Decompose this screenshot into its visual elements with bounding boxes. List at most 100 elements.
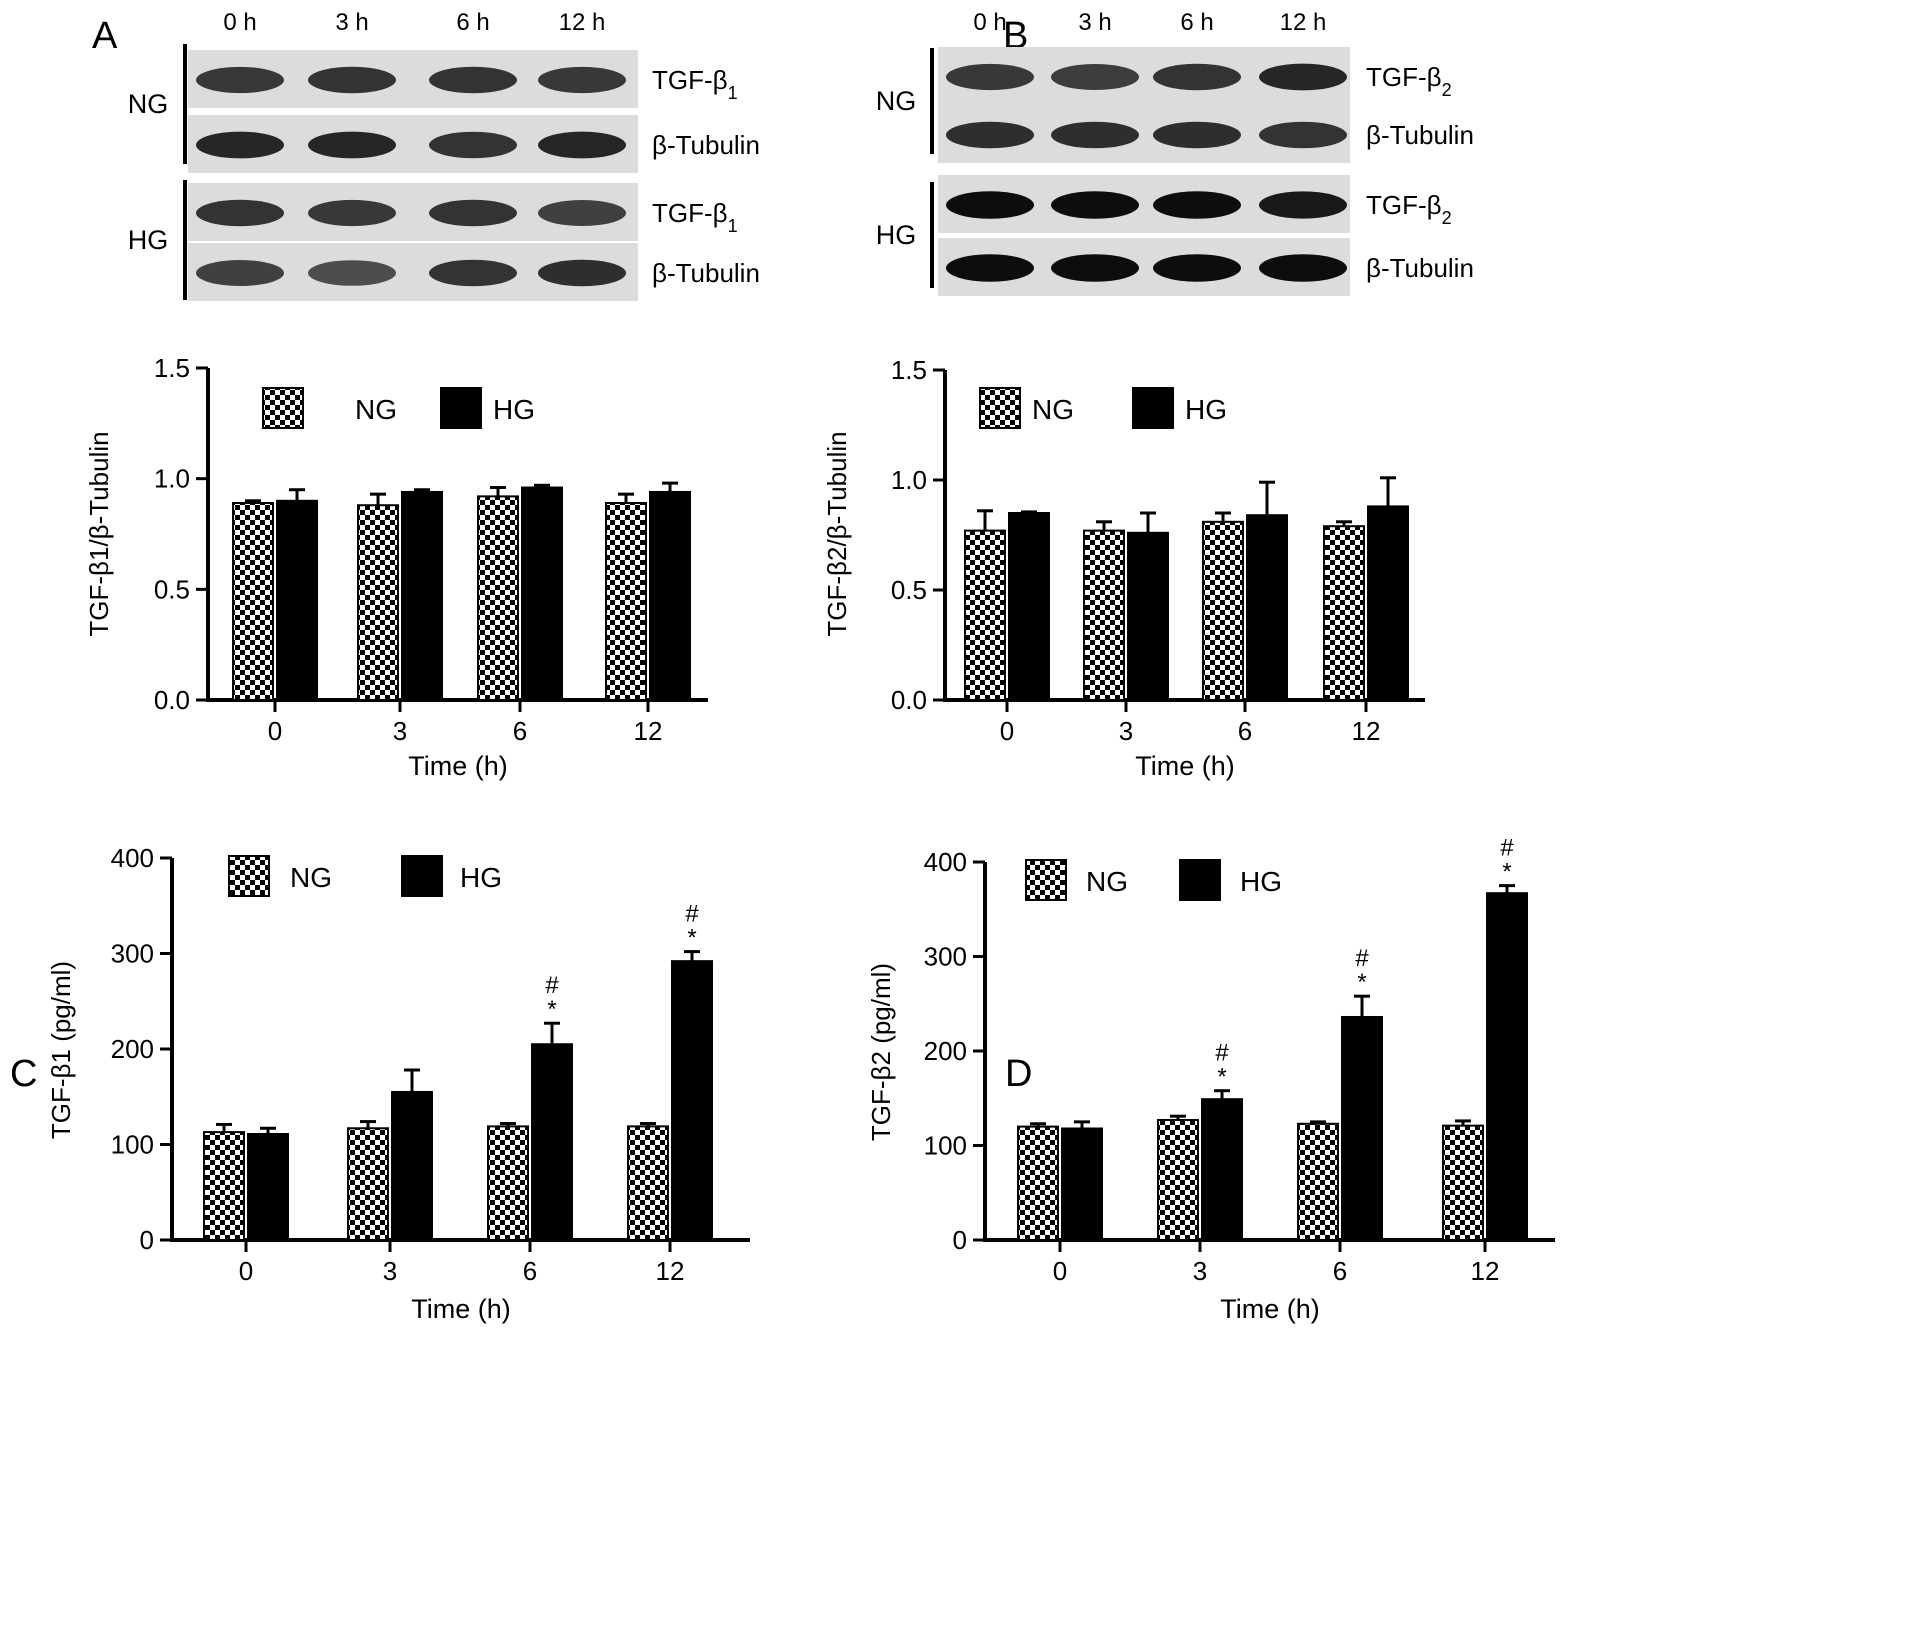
ng-bar — [1017, 1125, 1059, 1241]
blot-group-label: NG — [876, 86, 917, 116]
legend-label-ng: NG — [1086, 866, 1128, 897]
significance-star: * — [687, 925, 696, 952]
x-tick-label: 12 — [1471, 1256, 1500, 1286]
ng-bar — [964, 529, 1006, 701]
bar-chart-b: 0.0 0.5 1.0 1.5 0 3 6 12 Time (h) TGF-β2/β-Tubuli… — [822, 355, 1425, 781]
blot-row-label: β-Tubulin — [652, 258, 760, 288]
blot-time-label: 3 h — [1078, 9, 1111, 36]
blot-time-label: 3 h — [335, 9, 368, 36]
blot-band — [1051, 121, 1139, 149]
blot-band — [308, 131, 396, 159]
blot-protein-name: β-Tubulin — [1366, 120, 1474, 150]
x-tick-label: 3 — [393, 716, 407, 746]
blot-band — [429, 259, 517, 287]
legend-swatch-hg — [401, 855, 443, 897]
blot-protein-name: β-Tubulin — [652, 130, 760, 160]
x-tick-label: 12 — [634, 716, 663, 746]
x-axis-label: Time (h) — [1220, 1294, 1320, 1324]
x-axis-label: Time (h) — [1135, 751, 1235, 781]
blot-band — [1259, 254, 1347, 282]
blot-time-label: 0 h — [223, 9, 256, 36]
legend-swatch-ng — [228, 855, 270, 897]
blot-band — [538, 259, 626, 287]
hg-bar — [531, 1043, 573, 1241]
x-tick-label: 3 — [1193, 1256, 1207, 1286]
bar-chart-c: 0 100 200 300 400 0 3 6 12 Time (h) TGF-β1 (pg/ml)… — [46, 843, 750, 1324]
y-tick-label: 0.0 — [891, 685, 927, 715]
blot-protein-subscript: 2 — [1442, 208, 1452, 228]
blot-band — [196, 199, 284, 227]
legend-swatch-hg — [440, 387, 482, 429]
ng-bar — [1083, 529, 1125, 701]
blot-band — [538, 200, 626, 226]
ng-bar — [605, 502, 647, 701]
blot-group-label: HG — [876, 220, 917, 250]
blot-time-label: 12 h — [559, 9, 606, 36]
ng-bar — [1297, 1122, 1339, 1242]
x-tick-label: 0 — [239, 1256, 253, 1286]
hg-bar — [671, 960, 713, 1241]
hg-bar — [521, 486, 563, 701]
blot-band — [1153, 254, 1241, 282]
y-tick-label: 1.5 — [154, 353, 190, 383]
ng-bar — [1157, 1118, 1199, 1241]
blot-band — [308, 66, 396, 94]
significance-hash: # — [1500, 835, 1514, 862]
hg-bar — [1341, 1015, 1383, 1241]
blot-band — [1051, 191, 1139, 219]
hg-bar — [401, 490, 443, 701]
blot-band — [196, 66, 284, 94]
x-tick-label: 12 — [656, 1256, 685, 1286]
y-tick-label: 1.5 — [891, 355, 927, 385]
bar-chart-d: 0 100 200 300 400 0 3 6 12 Time (h) TGF-β2 (pg/ml)… — [866, 835, 1555, 1324]
bar-chart-a: 0.0 0.5 1.0 1.5 0 3 6 12 Time (h) TGF-β1/β-Tubuli… — [84, 353, 708, 781]
blot-protein-name: β-Tubulin — [652, 258, 760, 288]
ng-bar — [487, 1125, 529, 1241]
x-tick-label: 0 — [268, 716, 282, 746]
x-tick-label: 6 — [1238, 716, 1252, 746]
x-tick-label: 6 — [513, 716, 527, 746]
hg-bar — [1061, 1127, 1103, 1241]
legend-swatch-ng — [262, 387, 304, 429]
y-tick-label: 0.0 — [154, 685, 190, 715]
blot-band — [1153, 63, 1241, 91]
y-tick-label: 100 — [111, 1130, 154, 1160]
blot-time-label: 12 h — [1280, 9, 1327, 36]
blot-group-label: NG — [128, 89, 169, 119]
y-tick-label: 200 — [924, 1036, 967, 1066]
significance-star: * — [1217, 1064, 1226, 1091]
hg-bar — [1486, 892, 1528, 1241]
legend-swatch-hg — [1132, 387, 1174, 429]
significance-star: * — [1502, 859, 1511, 886]
ng-bar — [1202, 520, 1244, 701]
legend-swatch-ng — [979, 387, 1021, 429]
hg-bar — [1367, 505, 1409, 701]
blot-protein-subscript: 1 — [728, 83, 738, 103]
ng-bar — [477, 495, 519, 701]
blot-row-label: β-Tubulin — [1366, 120, 1474, 150]
y-tick-label: 400 — [111, 843, 154, 873]
blot-band — [1153, 121, 1241, 149]
panel-letter-c: C — [10, 1053, 37, 1095]
ng-bar — [232, 502, 274, 701]
hg-bar — [1008, 512, 1050, 701]
hg-bar — [276, 499, 318, 701]
blot-band — [946, 254, 1034, 282]
blot-band — [1051, 63, 1139, 91]
y-axis-label: TGF-β2/β-Tubulin — [822, 431, 852, 636]
panel-letter-d: D — [1005, 1053, 1032, 1095]
hg-bar — [1201, 1098, 1243, 1241]
y-tick-label: 100 — [924, 1131, 967, 1161]
blot-band — [1259, 63, 1347, 91]
blot-band — [429, 131, 517, 159]
x-axis-label: Time (h) — [411, 1294, 511, 1324]
ng-bar — [203, 1131, 245, 1241]
y-tick-label: 300 — [924, 942, 967, 972]
hg-bar — [247, 1132, 289, 1241]
blot-band — [308, 260, 396, 286]
blot-row-label: TGF-β1 — [652, 65, 738, 103]
blot-row-label: β-Tubulin — [652, 130, 760, 160]
panel-letter-a: A — [92, 15, 118, 57]
